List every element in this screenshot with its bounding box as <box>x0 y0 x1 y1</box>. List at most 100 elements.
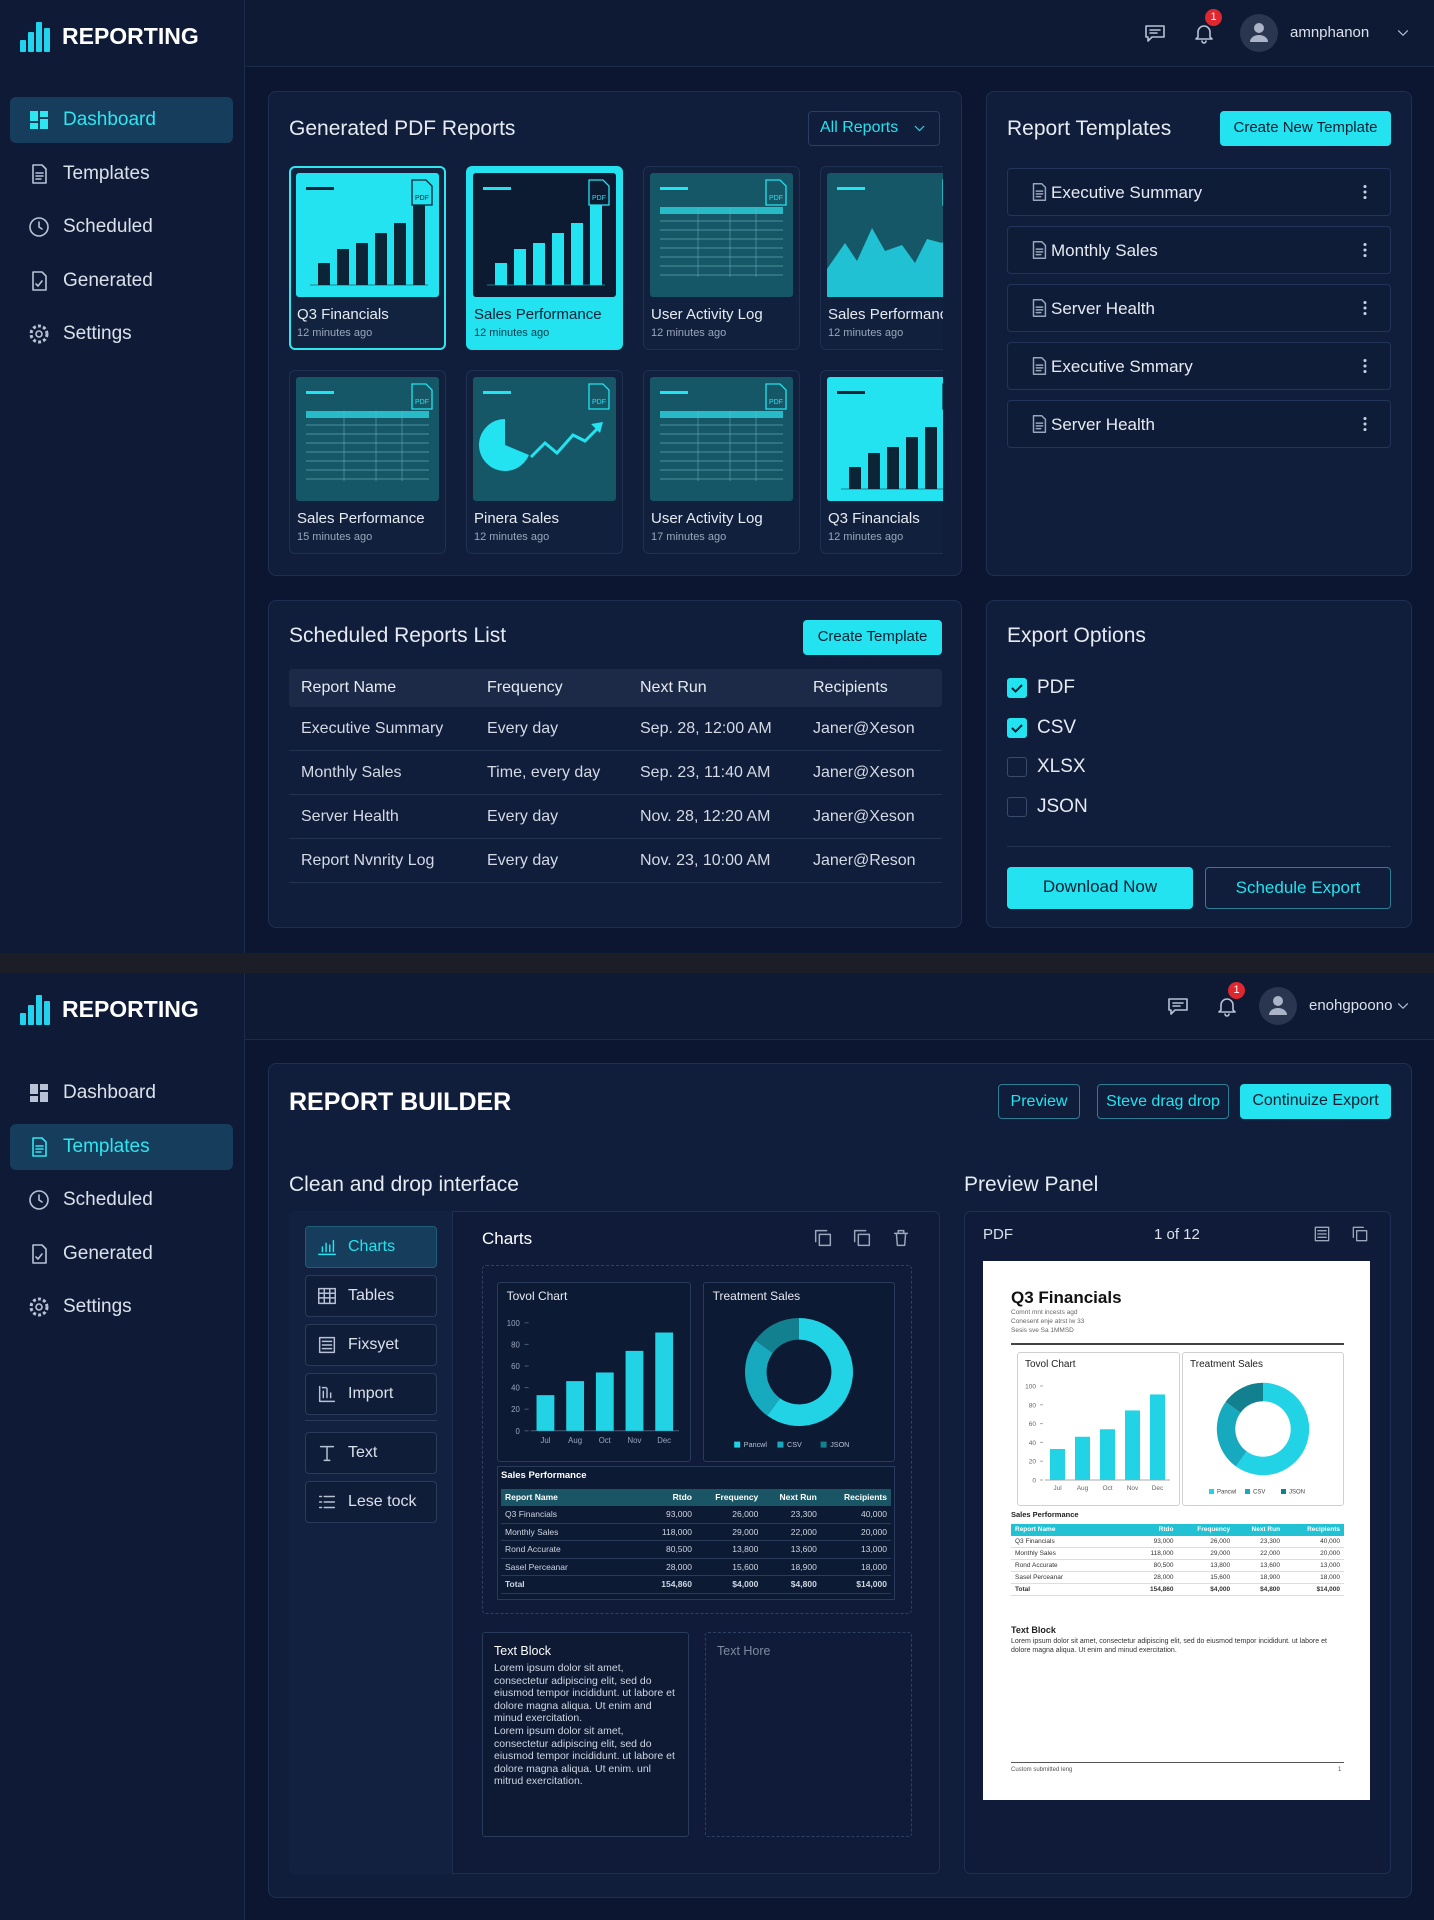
button[interactable]: Schedule Export <box>1205 867 1391 909</box>
y-tick-label: 80 <box>1029 1402 1037 1409</box>
option-label: CSV <box>1037 716 1077 738</box>
nav-item[interactable]: Generated <box>63 269 153 291</box>
graphic <box>20 22 50 52</box>
row-divider <box>1011 1583 1344 1585</box>
template-item[interactable] <box>1007 284 1391 332</box>
thumb-pie <box>479 419 529 471</box>
pdf-icon <box>765 383 787 410</box>
x-tick-label: Dec <box>1152 1485 1164 1492</box>
tool[interactable] <box>305 1226 437 1268</box>
icon <box>1397 30 1409 36</box>
user-name[interactable]: enohgpoono <box>1309 997 1393 1014</box>
tool[interactable] <box>305 1275 437 1317</box>
section-title: Preview Panel <box>964 1173 1099 1196</box>
button[interactable]: Continuize Export <box>1240 1084 1391 1119</box>
cell: Sep. 28, 12:00 AM <box>640 720 772 737</box>
icon <box>1168 998 1188 1015</box>
icon-part <box>29 324 49 344</box>
dropdown[interactable] <box>808 111 940 146</box>
cell: Frequency <box>1197 1526 1231 1534</box>
cell: 18,000 <box>860 1561 887 1572</box>
x-tick-label: Jul <box>540 1436 550 1445</box>
user-name[interactable]: amnphanon <box>1290 24 1370 41</box>
y-tick-label: 100 <box>507 1319 521 1328</box>
cell: $4,000 <box>1210 1586 1231 1594</box>
template-item[interactable] <box>1007 400 1391 448</box>
column-header: Report Name <box>301 679 397 696</box>
template-item[interactable] <box>1007 226 1391 274</box>
nav-item[interactable]: Dashboard <box>63 109 156 130</box>
row-divider <box>1011 1595 1344 1597</box>
checkbox[interactable] <box>1007 757 1027 777</box>
nav-item[interactable]: Scheduled <box>63 1189 153 1210</box>
dropdown-label: All Reports <box>820 119 899 136</box>
bar <box>1050 1448 1065 1480</box>
nav-item[interactable]: Generated <box>63 1242 153 1264</box>
template-item[interactable] <box>1007 342 1391 390</box>
row-divider <box>501 1540 891 1542</box>
icon-part <box>1363 369 1367 374</box>
cell: 28,000 <box>1153 1574 1174 1582</box>
pdf-label: PDF <box>769 399 783 406</box>
legend-label: CSV <box>787 1440 802 1449</box>
icon <box>32 1243 47 1264</box>
button[interactable]: Preview <box>998 1084 1080 1119</box>
logo-bar <box>20 1013 26 1025</box>
y-tick-label: 20 <box>511 1405 520 1414</box>
option-label: JSON <box>1037 795 1088 817</box>
template-item[interactable] <box>1007 168 1391 216</box>
checkbox[interactable] <box>1007 796 1027 817</box>
checkbox[interactable] <box>1007 717 1027 738</box>
button[interactable]: Create Template <box>803 620 942 655</box>
icon-part <box>29 217 49 237</box>
cell: 23,300 <box>1260 1538 1281 1546</box>
checkbox[interactable] <box>1007 678 1027 698</box>
cell: $14,000 <box>1316 1586 1340 1594</box>
card-time: 12 minutes ago <box>297 327 373 339</box>
tool-column <box>289 1211 453 1874</box>
icon-part <box>1363 190 1367 194</box>
icon <box>1032 241 1047 259</box>
button[interactable]: Create New Template <box>1220 111 1391 146</box>
cell: 80,500 <box>1153 1562 1174 1570</box>
card-name: Sales Performance <box>828 306 943 323</box>
icon <box>1032 183 1047 201</box>
nav-item[interactable]: Templates <box>63 1135 150 1157</box>
nav-item[interactable]: Settings <box>63 1296 132 1317</box>
icon <box>29 1190 49 1210</box>
button[interactable]: Download Now <box>1007 867 1193 909</box>
nav-item[interactable]: Settings <box>63 323 132 344</box>
button[interactable]: Steve drag drop <box>1097 1084 1229 1119</box>
thumb-bar <box>413 205 425 285</box>
icon-part <box>814 1229 832 1247</box>
row-divider <box>1011 1547 1344 1549</box>
cell: Executive Summary <box>301 720 444 737</box>
x-tick-label: Oct <box>599 1436 612 1445</box>
icon <box>1145 25 1165 42</box>
divider <box>1007 846 1391 847</box>
card-time: 17 minutes ago <box>651 531 727 543</box>
bar <box>1150 1394 1165 1480</box>
doc-paragraph: Lorem ipsum dolor sit amet, consectetur … <box>1011 1638 1327 1654</box>
icon-part <box>1032 357 1047 375</box>
x-tick-label: Dec <box>657 1436 671 1445</box>
icon <box>30 111 48 129</box>
thumbnail: PDF <box>296 377 439 501</box>
cell: Sasel Perceanar <box>505 1561 568 1572</box>
thumb-bg <box>296 377 439 501</box>
nav-item[interactable]: Templates <box>63 162 150 184</box>
row-divider <box>501 1557 891 1559</box>
icon <box>30 1084 48 1102</box>
icon <box>1397 1003 1409 1009</box>
cell: $4,800 <box>790 1579 817 1590</box>
pdf-icon <box>588 383 610 410</box>
cell: Rond Accurate <box>1015 1562 1058 1570</box>
column-header: Recipients <box>813 679 888 696</box>
nav-item[interactable]: Dashboard <box>63 1082 156 1103</box>
icon-part <box>1032 415 1047 433</box>
cell: 154,860 <box>1149 1586 1174 1594</box>
icon <box>29 324 49 344</box>
nav-item[interactable]: Scheduled <box>63 216 153 237</box>
card-time: 12 minutes ago <box>651 327 727 339</box>
cell: Report Name <box>505 1491 558 1502</box>
